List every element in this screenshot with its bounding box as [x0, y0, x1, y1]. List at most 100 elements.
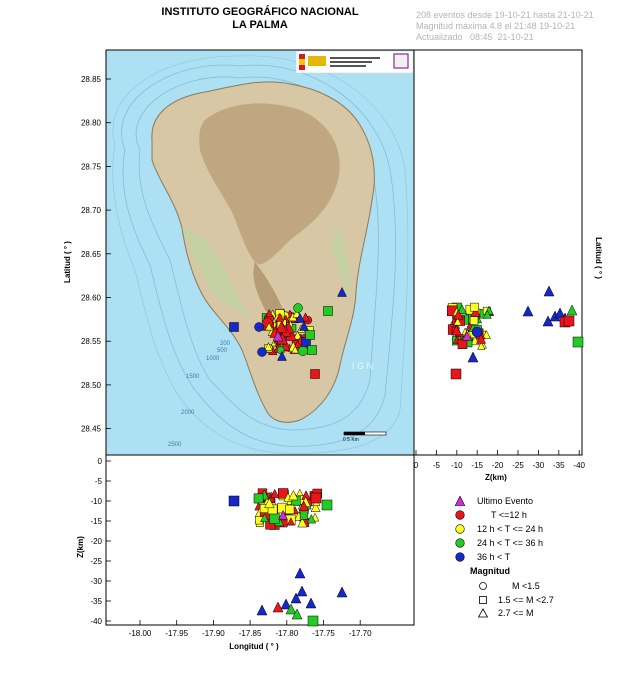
lon-tick-label: -17.70: [349, 629, 372, 638]
event-marker: [482, 309, 492, 319]
event-marker: [278, 509, 288, 520]
event-marker: [254, 322, 264, 332]
lon-tick-label: -17.80: [275, 629, 298, 638]
event-marker: [285, 603, 297, 615]
depth-tick-label: -5: [433, 461, 441, 470]
event-marker: [563, 315, 575, 327]
event-marker: [293, 303, 303, 313]
event-marker: [290, 592, 302, 604]
depth-tick-label: -20: [90, 537, 102, 546]
depth-tick-label: -40: [90, 617, 102, 626]
depth-label: 2000: [181, 410, 195, 416]
scale-label: 0 5 Km: [343, 437, 359, 443]
lat-tick-label: 28.55: [81, 337, 102, 346]
legend-m2: 1.5 <= M <2.7: [478, 594, 554, 606]
lat-tick-label: 28.50: [81, 381, 102, 390]
depth-label: 200: [220, 341, 231, 347]
depth-axis-bottom: 0 -5 -10 -15 -20 -25 -30 -35 -40: [90, 457, 111, 626]
event-marker: [229, 322, 239, 332]
event-marker: [294, 567, 306, 579]
red-circle-icon: [455, 510, 465, 520]
depth-tick-label: -30: [90, 577, 102, 586]
depth-tick-label: -40: [573, 461, 585, 470]
event-marker: [450, 368, 462, 380]
depth-tick-label: -15: [90, 517, 102, 526]
map-title: INSTITUTO GEOGRÁFICO NACIONAL LA PALMA: [140, 6, 380, 32]
event-marker: [299, 511, 309, 520]
event-marker: [566, 304, 578, 316]
event-marker: [228, 495, 240, 507]
magenta-triangle-icon: [455, 496, 465, 506]
depth-label: 500: [217, 348, 228, 354]
legend-magnitude-title: Magnitud: [470, 566, 510, 576]
event-marker: [253, 493, 264, 504]
depth-tick-label: -25: [512, 461, 524, 470]
event-marker: [256, 604, 268, 616]
event-marker: [265, 308, 274, 317]
event-marker: [305, 330, 315, 340]
event-marker: [337, 286, 347, 297]
lat-axis-label: Latitud ( ° ): [63, 241, 72, 283]
blue-circle-icon: [455, 552, 465, 562]
event-marker: [264, 322, 274, 331]
lat-depth-events: [446, 285, 584, 380]
lat-depth-panel: [413, 49, 583, 456]
legend-t36: 24 h < T <= 36 h: [455, 537, 543, 549]
latitude-axis: 28.85 28.80 28.75 28.70 28.65 28.60 28.55 28.50…: [81, 75, 582, 434]
lat-tick-label: 28.60: [81, 294, 102, 303]
event-marker: [457, 339, 468, 349]
depth-label: 1000: [206, 356, 220, 362]
lat-tick-label: 28.70: [81, 206, 102, 215]
event-marker: [286, 517, 295, 526]
lat-tick-label: 28.65: [81, 250, 102, 259]
circle-outline-icon: [479, 582, 487, 590]
depth-tick-label: 0: [414, 461, 419, 470]
event-marker: [306, 513, 317, 524]
vegetation: [182, 228, 250, 320]
event-marker: [296, 585, 308, 597]
event-marker: [467, 351, 479, 363]
event-marker: [288, 489, 299, 501]
event-marker: [457, 304, 467, 315]
info-updated: Actualizado 08:45 21-10-21: [416, 32, 534, 42]
event-marker: [264, 497, 275, 509]
legend-last-event: Ultimo Evento: [455, 495, 533, 507]
event-marker: [336, 586, 348, 598]
event-marker: [453, 309, 464, 320]
bathymetry-contour: [135, 76, 379, 431]
title-location: LA PALMA: [232, 19, 288, 31]
lon-tick-label: -17.90: [202, 629, 225, 638]
info-event-count: 208 eventos desde 19-10-21 hasta 21-10-2…: [416, 10, 594, 20]
lon-tick-label: -17.85: [239, 629, 262, 638]
info-max-magnitude: Magnitud máxima 4.8 el 21:48 19-10-21: [416, 21, 576, 31]
event-marker: [275, 312, 285, 322]
event-marker: [321, 499, 333, 511]
event-marker: [293, 330, 303, 340]
event-marker: [299, 320, 309, 331]
lon-tick-label: -17.75: [312, 629, 335, 638]
event-marker: [477, 341, 486, 350]
depth-tick-label: -15: [471, 461, 483, 470]
triangle-outline-icon: [478, 608, 488, 618]
lon-axis-label: Longitud ( ° ): [229, 642, 279, 651]
depth-label: 2500: [168, 442, 182, 448]
zkm-label-bottom: Z(km): [76, 536, 85, 558]
event-marker: [543, 285, 555, 297]
map-events: [229, 286, 347, 379]
event-marker: [310, 369, 320, 379]
lon-depth-panel: [105, 454, 415, 626]
depth-axis-right: 0 -5 -10 -15 -20 -25 -30 -35 -40: [414, 450, 586, 470]
depth-tick-label: -5: [95, 477, 103, 486]
event-marker: [260, 513, 269, 523]
event-marker: [310, 492, 322, 504]
event-marker: [291, 608, 303, 620]
depth-tick-label: -20: [492, 461, 504, 470]
lat-tick-label: 28.85: [81, 75, 102, 84]
longitude-axis: -18.00 -17.95 -17.90 -17.85 -17.80 -17.75 -17.…: [129, 620, 372, 638]
event-marker: [264, 342, 273, 351]
event-marker: [310, 502, 321, 512]
yellow-circle-icon: [455, 524, 465, 534]
legend-t36plus: 36 h < T: [455, 551, 510, 563]
event-marker: [285, 504, 295, 515]
